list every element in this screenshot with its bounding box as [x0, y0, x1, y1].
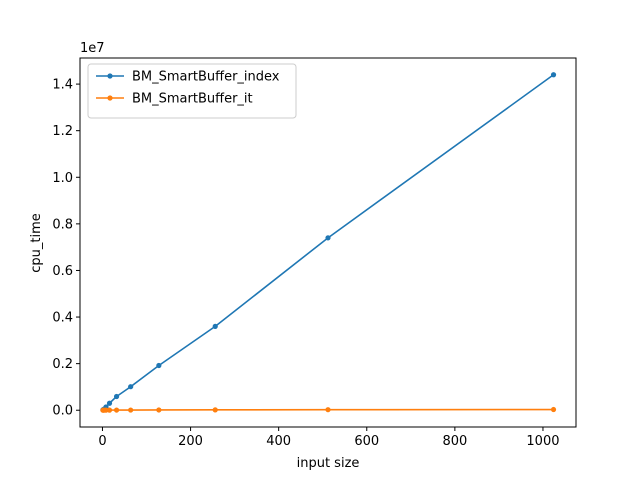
y-axis-label: cpu_time [29, 213, 44, 273]
legend-label: BM_SmartBuffer_index [132, 70, 280, 85]
y-tick-label: 1.4 [52, 78, 73, 93]
series-1-point [113, 407, 120, 413]
legend-swatch-marker [107, 73, 113, 79]
x-tick-label: 200 [178, 434, 203, 449]
series-1-point [325, 407, 331, 413]
x-tick-label: 800 [442, 434, 467, 449]
y-tick-label: 0.2 [52, 357, 73, 372]
series-1-point [156, 407, 162, 413]
y-tick-label: 1.2 [52, 124, 73, 139]
series-0-point [113, 393, 120, 400]
legend: BM_SmartBuffer_index BM_SmartBuffer_it [87, 63, 297, 119]
x-tick-label: 600 [354, 434, 379, 449]
y-axis-offset-label: 1e7 [80, 41, 105, 56]
series-1-point [106, 407, 113, 413]
series-1-point [550, 406, 557, 413]
legend-label: BM_SmartBuffer_it [132, 92, 253, 107]
x-axis-label: input size [297, 456, 360, 471]
series-1-point [212, 407, 218, 413]
series-1-point [128, 407, 134, 413]
series-0-point [325, 235, 331, 241]
y-tick-label: 0.0 [52, 404, 73, 419]
legend-swatch-marker [107, 95, 113, 101]
x-tick-label: 400 [266, 434, 291, 449]
axes: 0 200 400 600 800 1000 0.0 0.2 0.4 0.6 0.8 1.0 1.2 1.… [52, 57, 577, 449]
x-tick-label: 0 [98, 434, 106, 449]
series-0-point [106, 400, 113, 406]
x-tick-label: 1000 [526, 434, 559, 449]
y-tick-label: 0.6 [52, 264, 73, 279]
legend-box [87, 63, 297, 119]
axes-frame [79, 57, 577, 428]
series-0-point [156, 362, 162, 369]
series-0-point [128, 384, 134, 390]
plot-area [100, 72, 557, 413]
series-0-point [212, 323, 218, 329]
y-tick-label: 1.0 [52, 171, 73, 186]
series-0-point [550, 72, 557, 78]
y-tick-label: 0.4 [52, 311, 73, 326]
y-tick-label: 0.8 [52, 217, 73, 232]
